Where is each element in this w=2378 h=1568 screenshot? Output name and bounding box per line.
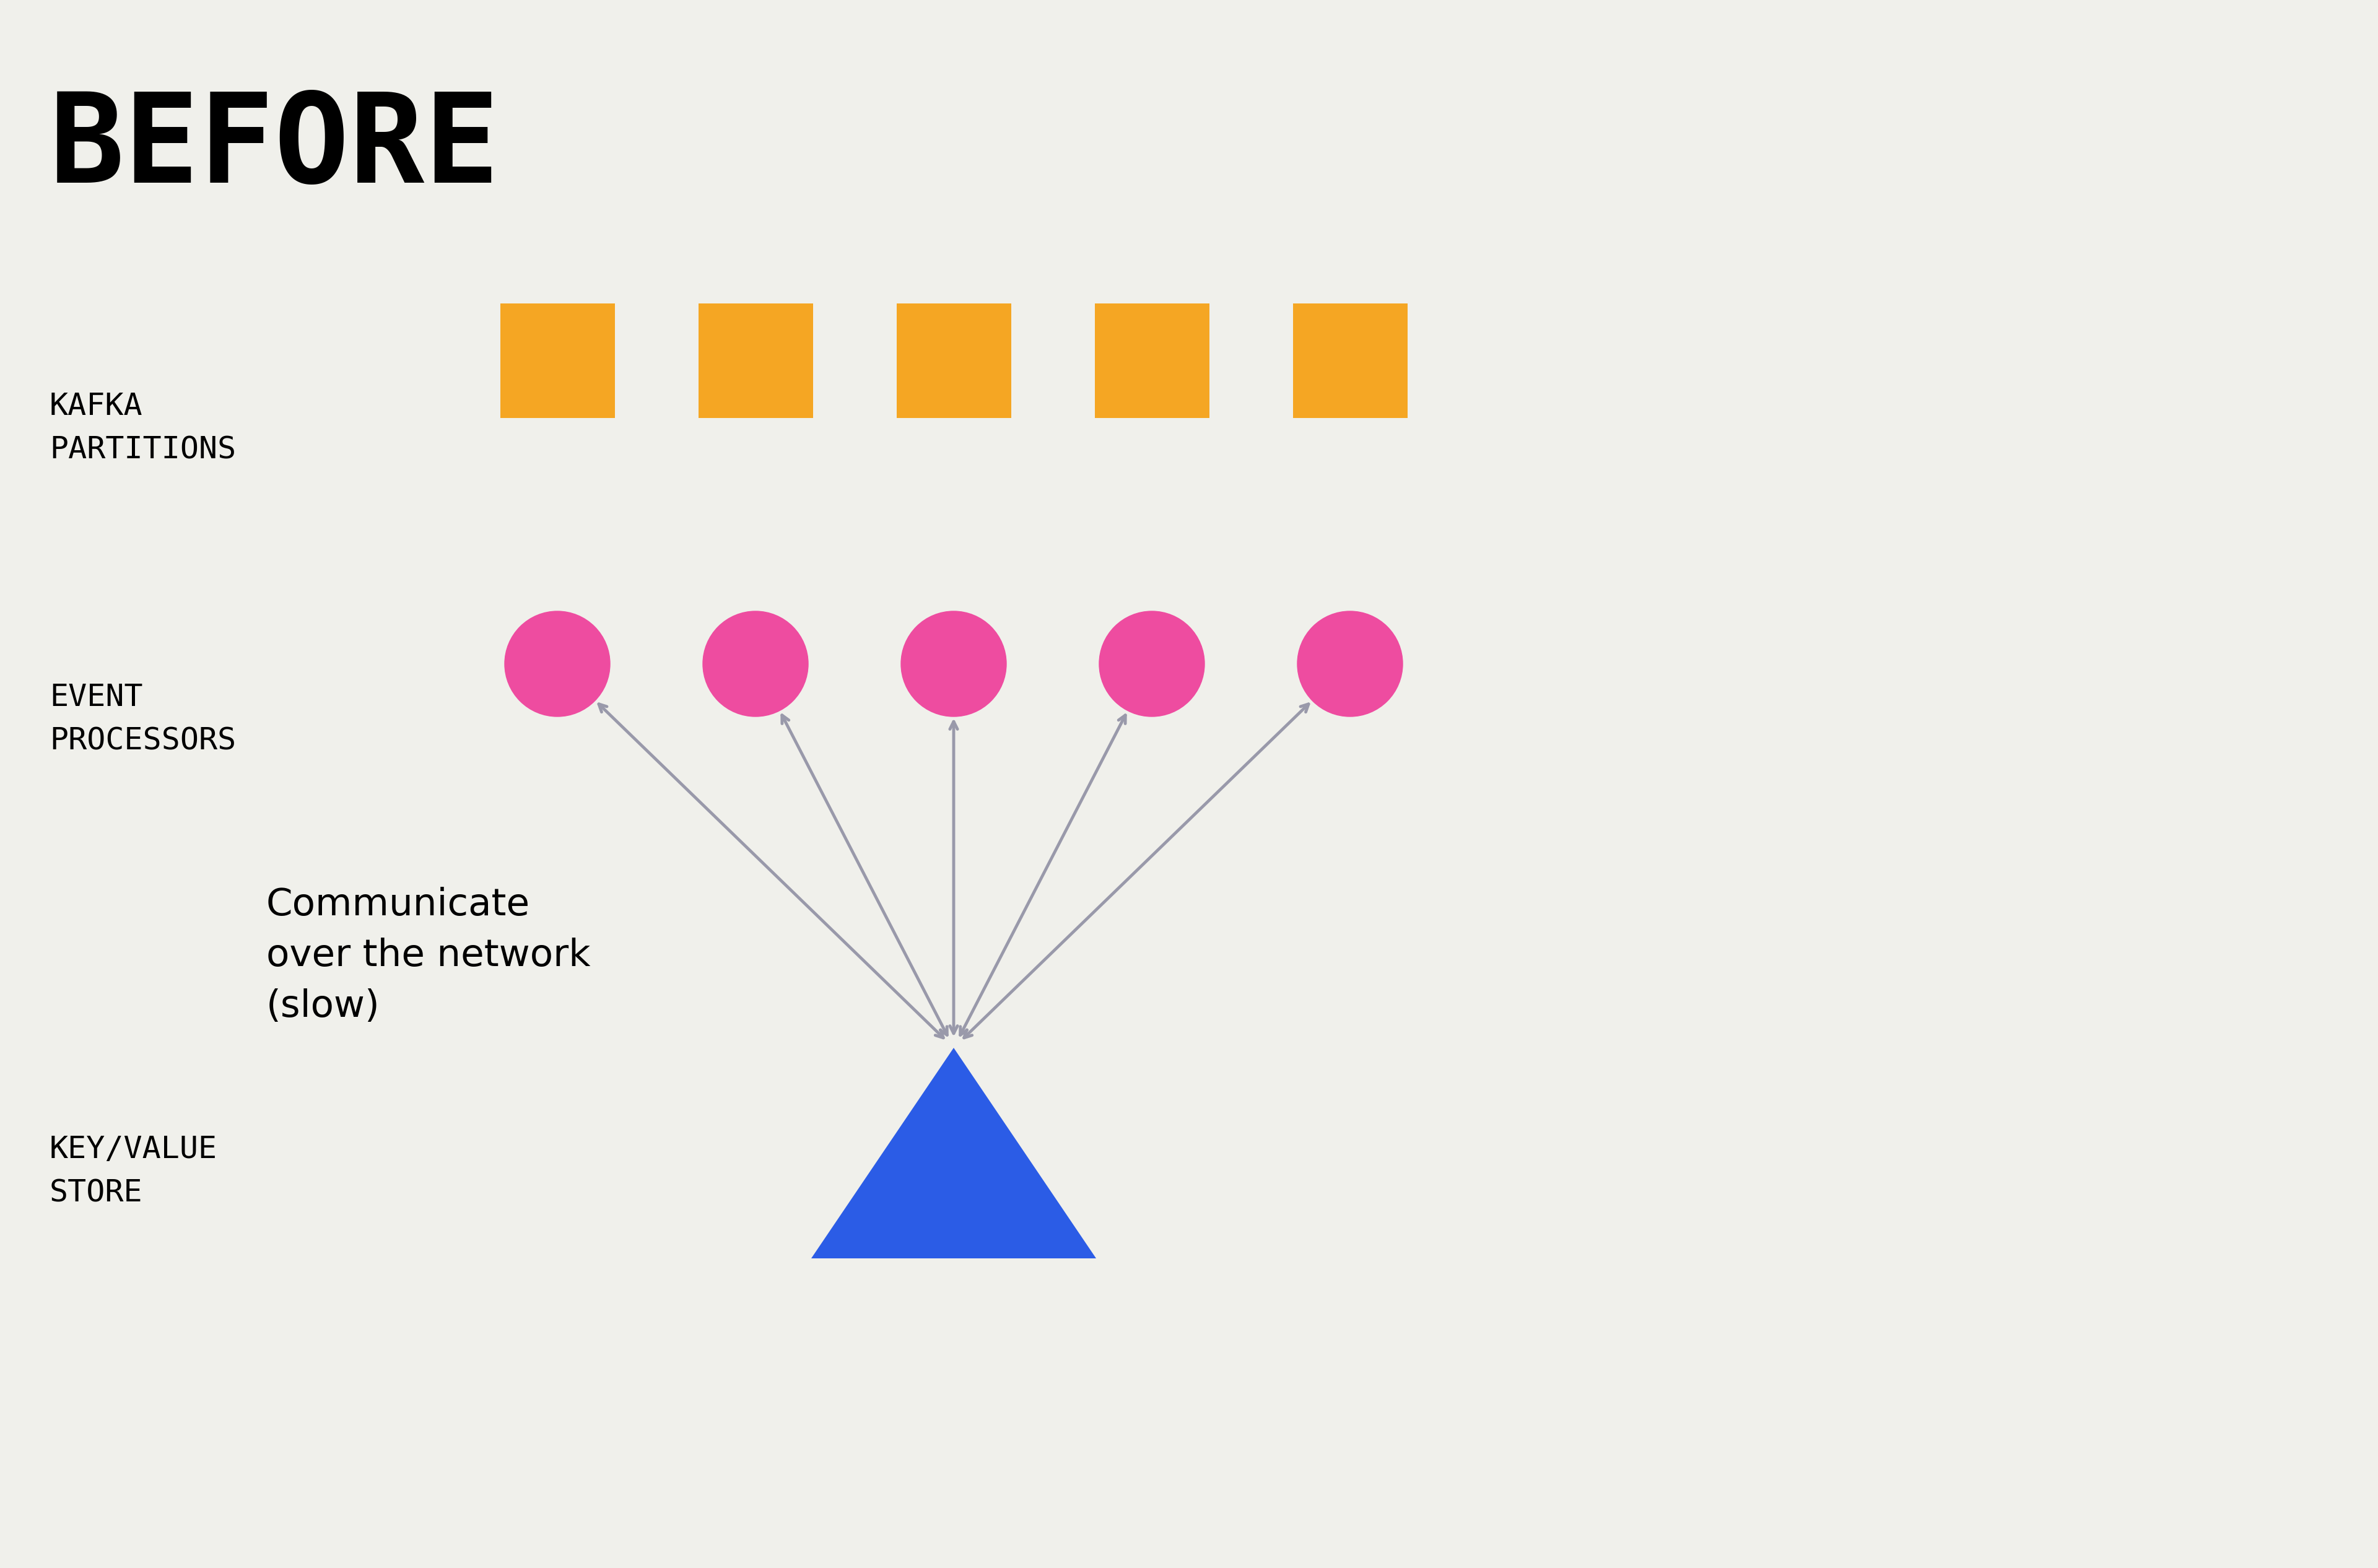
Text: BEFORE: BEFORE xyxy=(50,88,499,209)
FancyBboxPatch shape xyxy=(499,303,614,417)
Text: Communicate
over the network
(slow): Communicate over the network (slow) xyxy=(266,887,590,1025)
FancyBboxPatch shape xyxy=(1294,303,1408,417)
Text: KEY/VALUE
STORE: KEY/VALUE STORE xyxy=(50,1135,216,1207)
Text: EVENT
PROCESSORS: EVENT PROCESSORS xyxy=(50,682,235,756)
FancyBboxPatch shape xyxy=(1094,303,1208,417)
Circle shape xyxy=(1298,612,1403,717)
Circle shape xyxy=(1099,612,1206,717)
Circle shape xyxy=(901,612,1006,717)
Circle shape xyxy=(504,612,611,717)
Polygon shape xyxy=(811,1047,1096,1259)
Circle shape xyxy=(704,612,809,717)
FancyBboxPatch shape xyxy=(699,303,813,417)
FancyBboxPatch shape xyxy=(897,303,1011,417)
Text: KAFKA
PARTITIONS: KAFKA PARTITIONS xyxy=(50,392,235,466)
